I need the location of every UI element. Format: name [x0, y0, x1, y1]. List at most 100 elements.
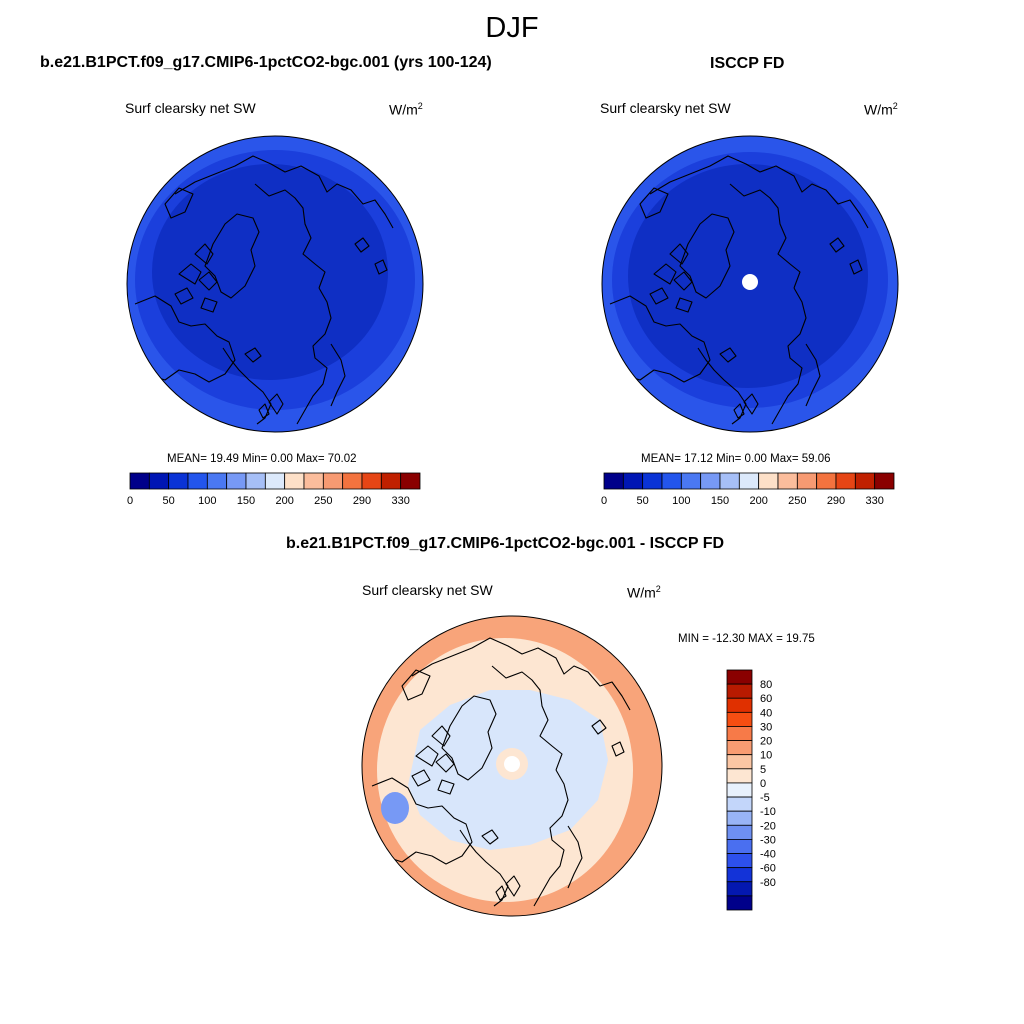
colorbar-tick-label: 20	[760, 736, 772, 748]
colorbar-swatch	[726, 726, 753, 741]
colorbar-swatch	[206, 472, 228, 490]
colorbar-swatch	[738, 472, 760, 490]
obs-missing-pole	[742, 274, 758, 290]
colorbar-swatch	[700, 472, 721, 490]
colorbar-tick-label: 150	[711, 495, 729, 507]
colorbar-swatch	[726, 824, 753, 840]
figure-title: DJF	[485, 12, 539, 44]
colorbar-tick-label: 330	[391, 495, 409, 507]
colorbar-swatch	[322, 472, 344, 490]
diff-panel-title: b.e21.B1PCT.f09_g17.CMIP6-1pctCO2-bgc.00…	[286, 535, 725, 552]
colorbar-tick-label: 250	[788, 495, 806, 507]
colorbar-tick-label: 290	[827, 495, 845, 507]
model-variable-label: Surf clearsky net SW	[125, 100, 256, 116]
colorbar-tick-label: 330	[865, 495, 883, 507]
obs-panel-title: ISCCP FD	[710, 55, 785, 72]
colorbar-swatch	[726, 740, 753, 756]
model-panel-title: b.e21.B1PCT.f09_g17.CMIP6-1pctCO2-bgc.00…	[40, 54, 492, 71]
colorbar-tick-label: -60	[760, 863, 776, 875]
colorbar-swatch	[622, 472, 644, 490]
colorbar-swatch	[264, 472, 286, 490]
colorbar-swatch	[342, 472, 363, 490]
colorbar-swatch	[129, 472, 150, 490]
colorbar-tick-label: 250	[314, 495, 332, 507]
colorbar-swatch	[168, 472, 189, 490]
colorbar-tick-label: 80	[760, 679, 772, 691]
colorbar-swatch	[661, 472, 682, 490]
obs-units-label: W/m2	[864, 101, 898, 118]
colorbar-swatch	[726, 867, 753, 883]
colorbar-tick-label: -5	[760, 792, 770, 804]
colorbar-swatch	[380, 472, 402, 490]
colorbar-tick-label: -40	[760, 849, 776, 861]
colorbar-tick-label: 30	[760, 721, 772, 733]
obs-polar-map	[601, 135, 899, 433]
colorbar-swatch	[726, 895, 753, 911]
colorbar-swatch	[835, 472, 856, 490]
diff-units-label: W/m2	[627, 584, 661, 601]
colorbar-swatch	[726, 697, 753, 713]
diff-polar-map	[361, 615, 663, 917]
colorbar-swatch	[400, 472, 421, 490]
colorbar-swatch	[726, 796, 753, 812]
colorbar-swatch	[726, 810, 753, 826]
colorbar-swatch	[854, 472, 876, 490]
colorbar-tick-label: 0	[760, 778, 766, 790]
colorbar-swatch	[148, 472, 170, 490]
model-colorbar: 0 50 100 150 200 250 290 330	[127, 472, 421, 507]
colorbar-swatch	[361, 472, 382, 490]
model-stats: MEAN= 19.49 Min= 0.00 Max= 70.02	[167, 453, 357, 465]
colorbar-tick-label: 50	[637, 495, 649, 507]
model-units-label: W/m2	[389, 101, 423, 118]
obs-colorbar: 0 50 100 150 200 250 290 330	[601, 472, 895, 507]
diff-stats: MIN = -12.30 MAX = 19.75	[678, 633, 815, 645]
colorbar-tick-label: 60	[760, 693, 772, 705]
colorbar-tick-label: 100	[672, 495, 690, 507]
colorbar-swatch	[796, 472, 818, 490]
colorbar-swatch	[226, 472, 247, 490]
colorbar-tick-label: 200	[275, 495, 293, 507]
colorbar-tick-label: 100	[198, 495, 216, 507]
obs-variable-label: Surf clearsky net SW	[600, 100, 731, 116]
colorbar-tick-label: -10	[760, 806, 776, 818]
colorbar-tick-label: -80	[760, 877, 776, 889]
colorbar-swatch	[680, 472, 702, 490]
colorbar-swatch	[187, 472, 208, 490]
colorbar-tick-label: -20	[760, 820, 776, 832]
colorbar-swatch	[642, 472, 663, 490]
colorbar-swatch	[726, 711, 753, 727]
diff-variable-label: Surf clearsky net SW	[362, 582, 493, 598]
colorbar-tick-label: 290	[353, 495, 371, 507]
colorbar-tick-label: 40	[760, 707, 772, 719]
colorbar-swatch	[816, 472, 837, 490]
colorbar-swatch	[726, 754, 753, 770]
colorbar-tick-label: 10	[760, 750, 772, 762]
colorbar-swatch	[726, 839, 753, 854]
colorbar-tick-label: 0	[601, 495, 607, 507]
diff-colorbar: 80 60 40 30 20 10 5 0 -5 -10 -20 -30 -40 -60 -80	[726, 669, 776, 911]
colorbar-tick-label: 150	[237, 495, 255, 507]
colorbar-swatch	[726, 768, 753, 784]
colorbar-swatch	[726, 669, 753, 685]
model-polar-map	[126, 135, 424, 433]
colorbar-swatch	[726, 881, 753, 897]
colorbar-tick-label: 5	[760, 764, 766, 776]
colorbar-swatch	[874, 472, 895, 490]
colorbar-swatch	[777, 472, 798, 490]
colorbar-swatch	[245, 472, 266, 490]
colorbar-swatch	[603, 472, 624, 490]
colorbar-swatch	[726, 782, 753, 798]
colorbar-swatch	[758, 472, 779, 490]
colorbar-swatch	[303, 472, 324, 490]
colorbar-tick-label: 0	[127, 495, 133, 507]
colorbar-swatch	[726, 853, 753, 869]
colorbar-tick-label: 200	[749, 495, 767, 507]
diff-missing-pole	[504, 756, 520, 772]
colorbar-swatch	[719, 472, 740, 490]
colorbar-swatch	[284, 472, 305, 490]
colorbar-tick-label: 50	[163, 495, 175, 507]
colorbar-tick-label: -30	[760, 834, 776, 846]
obs-stats: MEAN= 17.12 Min= 0.00 Max= 59.06	[641, 453, 831, 465]
colorbar-swatch	[726, 683, 753, 699]
